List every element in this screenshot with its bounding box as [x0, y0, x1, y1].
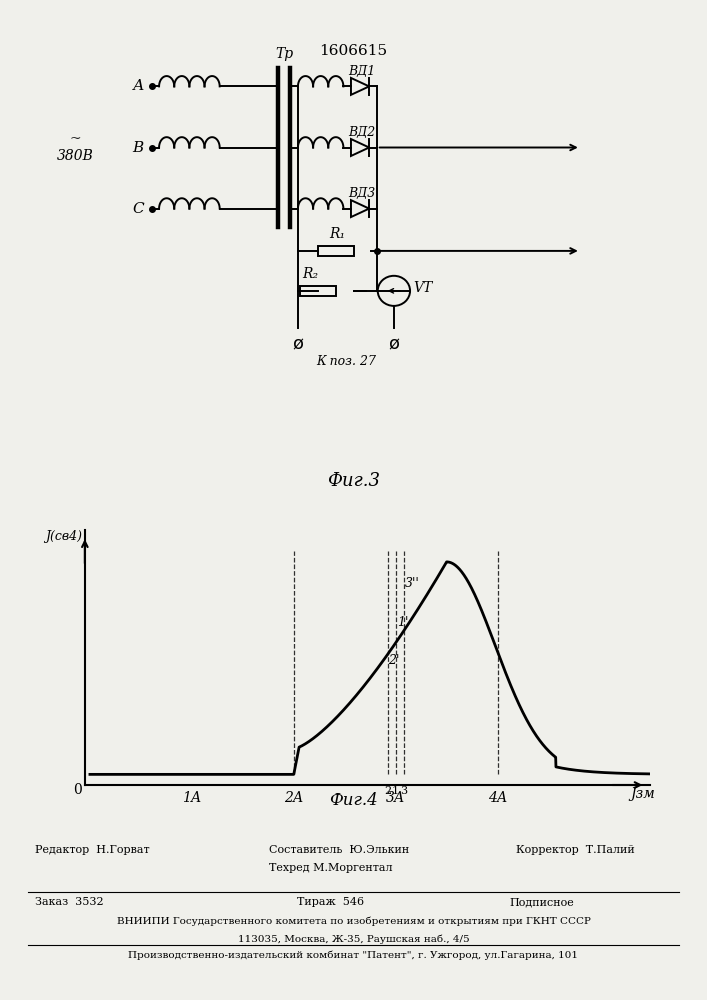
Bar — [300, 286, 336, 296]
Text: Подписное: Подписное — [509, 897, 574, 907]
Text: Составитель  Ю.Элькин: Составитель Ю.Элькин — [269, 845, 409, 855]
Text: К поз. 27: К поз. 27 — [316, 355, 376, 368]
Text: Тираж  546: Тираж 546 — [297, 897, 364, 907]
Text: ø: ø — [388, 336, 399, 354]
Text: ВД3: ВД3 — [349, 187, 375, 200]
Bar — [318, 246, 354, 256]
Text: ~
380В: ~ 380В — [57, 132, 94, 163]
Text: Фиг.3: Фиг.3 — [327, 472, 380, 490]
Text: Производственно-издательский комбинат "Патент", г. Ужгород, ул.Гагарина, 101: Производственно-издательский комбинат "П… — [129, 950, 578, 960]
Text: R₂: R₂ — [303, 267, 319, 281]
Text: С: С — [132, 202, 144, 216]
Text: Фиг.4: Фиг.4 — [329, 792, 378, 809]
Text: J(св4): J(св4) — [45, 530, 82, 543]
Text: 113035, Москва, Ж-35, Раушская наб., 4/5: 113035, Москва, Ж-35, Раушская наб., 4/5 — [238, 934, 469, 944]
Text: Тр: Тр — [275, 47, 293, 61]
Text: Jзм: Jзм — [630, 787, 655, 801]
Text: ВД1: ВД1 — [349, 65, 375, 78]
Text: Редактор  Н.Горват: Редактор Н.Горват — [35, 845, 150, 855]
Text: ø: ø — [293, 336, 303, 354]
Text: VT: VT — [413, 282, 433, 296]
Text: 2: 2 — [384, 786, 391, 796]
Text: Заказ  3532: Заказ 3532 — [35, 897, 104, 907]
Text: ВД2: ВД2 — [349, 126, 375, 139]
Text: 1': 1' — [397, 616, 408, 629]
Text: ВНИИПИ Государственного комитета по изобретениям и открытиям при ГКНТ СССР: ВНИИПИ Государственного комитета по изоб… — [117, 917, 590, 926]
Text: 1606615: 1606615 — [320, 44, 387, 58]
Text: 2': 2' — [389, 654, 400, 667]
Text: R₁: R₁ — [329, 227, 346, 241]
Text: 3: 3 — [400, 786, 407, 796]
Text: В: В — [133, 140, 144, 154]
Text: Техред М.Моргентал: Техред М.Моргентал — [269, 863, 392, 873]
Text: Корректор  Т.Палий: Корректор Т.Палий — [516, 845, 635, 855]
Text: 1: 1 — [392, 786, 399, 796]
Text: А: А — [132, 79, 144, 93]
Text: 3'': 3'' — [405, 577, 419, 590]
Text: 0: 0 — [73, 783, 82, 797]
